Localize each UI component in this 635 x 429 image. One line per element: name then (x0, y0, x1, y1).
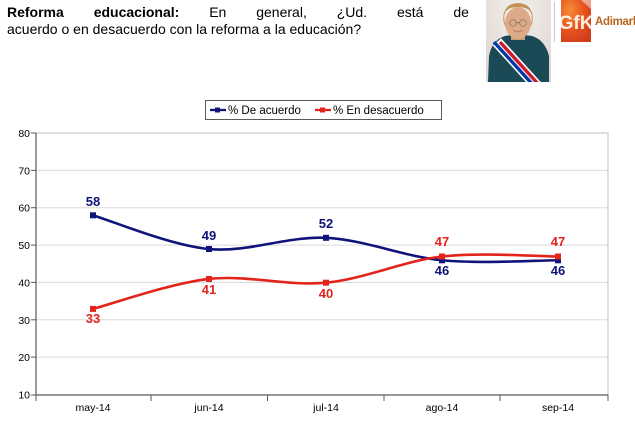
svg-text:47: 47 (551, 234, 565, 249)
svg-text:58: 58 (86, 194, 100, 209)
svg-text:30: 30 (18, 315, 30, 327)
svg-text:49: 49 (202, 228, 216, 243)
svg-text:47: 47 (435, 234, 449, 249)
svg-text:10: 10 (18, 389, 30, 401)
svg-text:46: 46 (435, 263, 449, 278)
svg-text:jun-14: jun-14 (193, 402, 223, 414)
svg-text:50: 50 (18, 240, 30, 252)
svg-text:60: 60 (18, 203, 30, 215)
svg-text:% En desacuerdo: % En desacuerdo (333, 105, 424, 117)
svg-text:20: 20 (18, 352, 30, 364)
svg-text:41: 41 (202, 282, 216, 297)
svg-text:33: 33 (86, 311, 100, 326)
svg-text:40: 40 (319, 286, 333, 301)
svg-text:70: 70 (18, 165, 30, 177)
svg-text:may-14: may-14 (75, 402, 110, 414)
svg-text:jul-14: jul-14 (312, 402, 339, 414)
svg-text:% De acuerdo: % De acuerdo (228, 105, 301, 117)
svg-text:52: 52 (319, 216, 333, 231)
svg-text:80: 80 (18, 128, 30, 140)
svg-text:46: 46 (551, 263, 565, 278)
svg-text:sep-14: sep-14 (542, 402, 574, 414)
svg-text:ago-14: ago-14 (426, 402, 459, 414)
svg-text:40: 40 (18, 277, 30, 289)
